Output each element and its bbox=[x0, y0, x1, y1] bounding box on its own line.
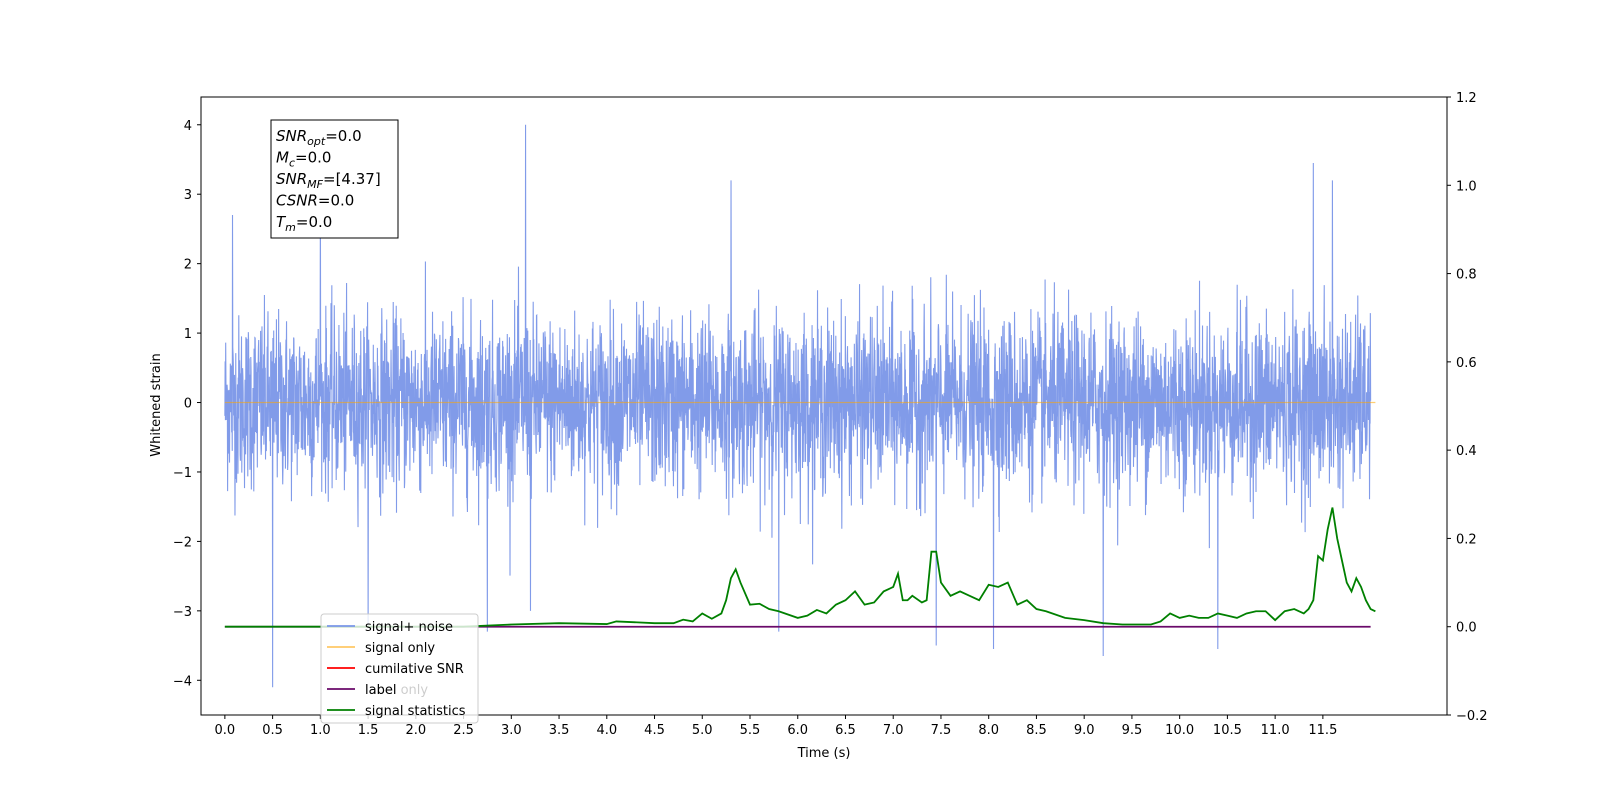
y-tick-right-label: 0.0 bbox=[1456, 621, 1477, 636]
legend-label: label bbox=[365, 683, 396, 698]
info-line: SNRopt=0.0 bbox=[276, 127, 362, 148]
y-tick-right-label: 1.2 bbox=[1456, 91, 1477, 106]
info-line: Mc=0.0 bbox=[276, 149, 331, 170]
y-tick-right-label: −0.2 bbox=[1456, 709, 1488, 724]
x-tick-label: 6.0 bbox=[787, 723, 808, 738]
x-tick-label: 1.5 bbox=[358, 723, 379, 738]
x-tick-label: 10.0 bbox=[1165, 723, 1194, 738]
x-tick-label: 7.5 bbox=[931, 723, 952, 738]
x-tick-label: 7.0 bbox=[883, 723, 904, 738]
y-tick-label: −1 bbox=[173, 466, 192, 481]
signal-statistics-line bbox=[224, 507, 1376, 628]
y-tick-label: 2 bbox=[184, 258, 192, 273]
x-tick-label: 11.0 bbox=[1261, 723, 1290, 738]
y-tick-right-label: 0.2 bbox=[1456, 532, 1477, 547]
y-tick-label: 3 bbox=[184, 188, 192, 203]
signal-noise-series bbox=[224, 124, 1372, 688]
x-ticks: 0.0 0.5 1.0 1.5 2.0 2.5 3.0 3.5 4.0 4.5 5.0 5.5 6.0 6… bbox=[215, 715, 1337, 738]
signal-statistics-series bbox=[224, 507, 1376, 628]
y-axis-label: Whitened strain bbox=[149, 353, 164, 456]
x-tick-label: 4.5 bbox=[644, 723, 665, 738]
x-tick-label: 8.0 bbox=[978, 723, 999, 738]
info-box-frame bbox=[270, 119, 399, 239]
x-tick-label: 5.0 bbox=[692, 723, 713, 738]
legend-label: signal only bbox=[365, 641, 435, 656]
legend-frame bbox=[320, 613, 479, 724]
y-tick-right-label: 1.0 bbox=[1456, 179, 1477, 194]
x-tick-label: 0.5 bbox=[262, 723, 283, 738]
info-line: Tm=0.0 bbox=[276, 213, 332, 234]
x-tick-label: 5.5 bbox=[740, 723, 761, 738]
x-tick-label: 2.0 bbox=[405, 723, 426, 738]
legend: signal+ noise signal only cumilative SNR la… bbox=[320, 613, 479, 724]
x-tick-label: 9.5 bbox=[1122, 723, 1143, 738]
plot-frame bbox=[200, 96, 1448, 716]
x-tick-label: 11.5 bbox=[1308, 723, 1337, 738]
x-tick-label: 9.0 bbox=[1074, 723, 1095, 738]
y-tick-right-label: 0.4 bbox=[1456, 444, 1477, 459]
y-ticks-left: −4 −3 −2 −1 0 1 2 3 4 bbox=[173, 119, 201, 689]
y-tick-label: −4 bbox=[173, 674, 192, 689]
y-tick-label: 0 bbox=[184, 397, 192, 412]
x-axis-label: Time (s) bbox=[797, 746, 851, 761]
x-tick-label: 1.0 bbox=[310, 723, 331, 738]
legend-label: cumilative SNR bbox=[365, 662, 464, 677]
signal-noise-line bbox=[224, 124, 1372, 688]
info-line: SNRMF=[4.37] bbox=[276, 170, 381, 191]
x-tick-label: 10.5 bbox=[1213, 723, 1242, 738]
x-tick-label: 8.5 bbox=[1026, 723, 1047, 738]
x-tick-label: 4.0 bbox=[596, 723, 617, 738]
x-tick-label: 6.5 bbox=[835, 723, 856, 738]
y-ticks-right: −0.2 0.0 0.2 0.4 0.6 0.8 1.0 1.2 bbox=[1447, 91, 1488, 724]
y-tick-label: −3 bbox=[173, 605, 192, 620]
legend-label: signal statistics bbox=[365, 704, 466, 719]
x-tick-label: 0.0 bbox=[215, 723, 236, 738]
x-tick-label: 3.0 bbox=[501, 723, 522, 738]
y-tick-label: 1 bbox=[184, 327, 192, 342]
axes bbox=[200, 96, 1448, 716]
y-tick-right-label: 0.6 bbox=[1456, 356, 1477, 371]
y-tick-right-label: 0.8 bbox=[1456, 268, 1477, 283]
y-tick-label: −2 bbox=[173, 535, 192, 550]
y-tick-label: 4 bbox=[184, 119, 192, 134]
x-tick-label: 2.5 bbox=[453, 723, 474, 738]
legend-label: signal+ noise bbox=[365, 620, 453, 635]
legend-overlap-label: label only bbox=[365, 683, 428, 698]
info-line: CSNR=0.0 bbox=[276, 192, 354, 210]
x-tick-label: 3.5 bbox=[549, 723, 570, 738]
